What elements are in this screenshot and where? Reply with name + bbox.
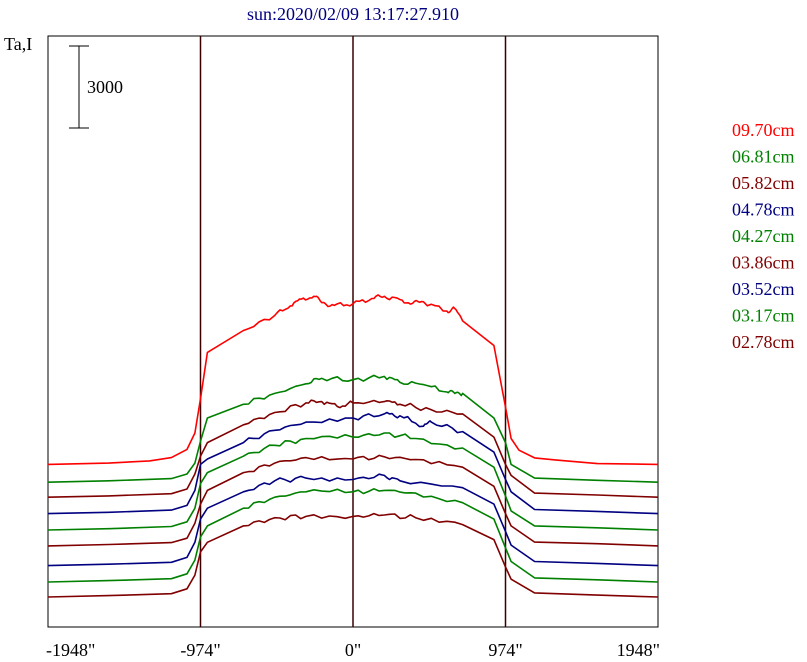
series-layer [47, 294, 659, 598]
legend-item-04.27cm: 04.27cm [732, 226, 795, 246]
series-line-03.86cm [47, 454, 659, 547]
series-line-06.81cm [47, 374, 659, 483]
series-line-04.27cm [47, 432, 659, 531]
x-tick-label: 1948" [617, 640, 660, 660]
legend-item-02.78cm: 02.78cm [732, 332, 795, 352]
x-tick-label: -1948" [46, 640, 95, 660]
legend-item-03.52cm: 03.52cm [732, 279, 795, 299]
reference-lines [199, 36, 507, 627]
x-tick-label: 974" [488, 640, 522, 660]
series-line-03.17cm [47, 488, 659, 583]
legend-item-05.82cm: 05.82cm [732, 173, 795, 193]
series-line-02.78cm [47, 512, 659, 598]
chart-title: sun:2020/02/09 13:17:27.910 [247, 4, 459, 24]
legend-item-03.86cm: 03.86cm [732, 253, 795, 273]
x-tick-label: -974" [180, 640, 220, 660]
legend-item-09.70cm: 09.70cm [732, 120, 795, 140]
scale-bar: 3000 [69, 45, 123, 129]
x-tick-label: 0" [345, 640, 361, 660]
legend-item-04.78cm: 04.78cm [732, 200, 795, 220]
y-axis-label: Ta,I [4, 34, 32, 54]
series-line-09.70cm [47, 294, 659, 466]
series-line-04.78cm [47, 411, 659, 515]
x-tick-labels: -1948" -974" 0" 974" 1948" [46, 640, 660, 660]
scale-bar-label: 3000 [87, 77, 123, 97]
legend-item-06.81cm: 06.81cm [732, 147, 795, 167]
series-line-03.52cm [47, 473, 659, 567]
legend-item-03.17cm: 03.17cm [732, 306, 795, 326]
series-line-05.82cm [47, 399, 659, 498]
legend: 09.70cm 06.81cm 05.82cm 04.78cm 04.27cm 03.86… [732, 120, 795, 352]
